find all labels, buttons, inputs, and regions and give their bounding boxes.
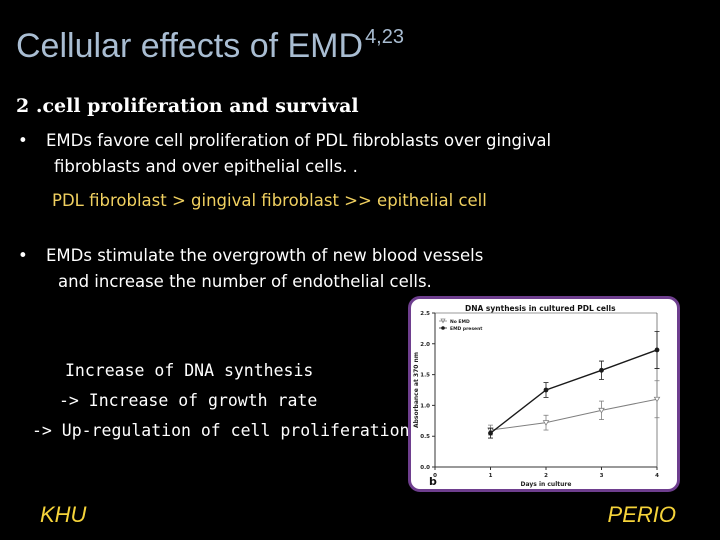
data-point-emd-present [488, 430, 493, 436]
data-point-emd-present [543, 387, 549, 393]
title-citation: 4,23 [365, 26, 404, 48]
data-point-no-emd [598, 407, 605, 414]
bullet1-line2: fibroblasts and over epithelial cells. . [54, 157, 358, 176]
x-tick-label: 4 [655, 473, 659, 479]
slide-title: Cellular effects of EMD 4,23 [16, 26, 404, 65]
section-subtitle: 2 .cell proliferation and survival [16, 95, 359, 117]
legend-label-emd-present: EMD present [450, 326, 483, 332]
x-tick-label: 1 [489, 473, 493, 479]
data-point-emd-present [654, 347, 660, 353]
step-dna-synthesis: Increase of DNA synthesis [65, 361, 314, 380]
y-tick-label: 1.0 [420, 403, 430, 409]
x-tick-label: 0 [433, 473, 437, 479]
y-tick-label: 2.5 [420, 311, 430, 317]
bullet-angiogenesis: • EMDs stimulate the overgrowth of new b… [18, 243, 483, 295]
chart-svg: 0.0 0.5 1.0 1.5 2.0 2.5 0 1 2 3 4 Days in culture Ab… [413, 304, 661, 488]
cell-ratio-line: PDL fibroblast > gingival fibroblast >> … [52, 191, 487, 210]
y-tick-label: 2.0 [420, 342, 430, 348]
bullet-dot: • [18, 246, 28, 265]
footer-khu: KHU [40, 502, 87, 527]
y-tick-label: 0.5 [420, 434, 430, 440]
footer-perio: PERIO [607, 502, 676, 527]
x-tick-label: 2 [544, 473, 548, 479]
panel-label: b [429, 475, 437, 488]
chart-title: DNA synthesis in cultured PDL cells [465, 304, 616, 313]
series-line-no-emd [490, 398, 658, 431]
bullet2-line2: and increase the number of endothelial c… [58, 272, 432, 291]
data-point-no-emd [542, 420, 550, 426]
y-tick-label: 1.5 [420, 373, 430, 379]
x-tick-label: 3 [600, 473, 604, 479]
legend-label-no-emd: No EMD [450, 319, 470, 325]
dna-synthesis-chart: 0.0 0.5 1.0 1.5 2.0 2.5 0 1 2 3 4 Days in culture Ab… [408, 296, 680, 492]
x-axis-label: Days in culture [521, 481, 572, 488]
data-point-no-emd [653, 396, 661, 403]
bullet-proliferation: • EMDs favore cell proliferation of PDL … [18, 128, 551, 180]
data-point-emd-present [599, 367, 604, 373]
mechanism-steps: Increase of DNA synthesis -> Increase of… [32, 356, 410, 446]
bullet2-line1: EMDs stimulate the overgrowth of new blo… [46, 246, 484, 265]
step-proliferation: -> Up-regulation of cell proliferation [32, 421, 410, 440]
y-axis-label: Absorbance at 370 nm [413, 352, 420, 428]
y-tick-label: 0.0 [420, 465, 430, 471]
series-line-emd-present [490, 349, 658, 434]
step-growth-rate: -> Increase of growth rate [59, 391, 318, 410]
bullet-dot: • [18, 131, 28, 150]
bullet1-line1: EMDs favore cell proliferation of PDL fi… [46, 131, 552, 150]
